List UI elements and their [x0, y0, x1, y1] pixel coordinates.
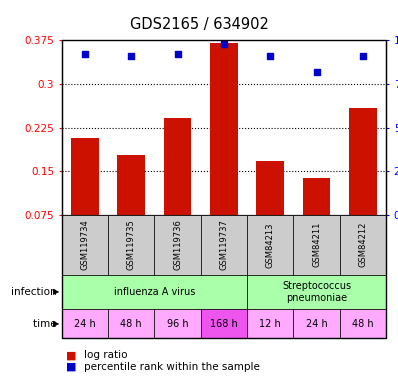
Text: 48 h: 48 h — [120, 318, 142, 329]
Bar — [302, 178, 330, 215]
Text: 24 h: 24 h — [306, 318, 328, 329]
Text: influenza A virus: influenza A virus — [114, 287, 195, 297]
Bar — [164, 118, 191, 215]
Text: GSM84211: GSM84211 — [312, 222, 321, 268]
Bar — [349, 108, 377, 215]
Text: Streptococcus
pneumoniae: Streptococcus pneumoniae — [282, 281, 351, 303]
Point — [360, 53, 366, 59]
Text: 12 h: 12 h — [259, 318, 281, 329]
Bar — [256, 161, 284, 215]
Text: GSM119736: GSM119736 — [173, 219, 182, 270]
Text: GSM84212: GSM84212 — [358, 222, 367, 268]
Point — [82, 51, 88, 57]
Text: GSM119735: GSM119735 — [127, 219, 136, 270]
Text: 24 h: 24 h — [74, 318, 96, 329]
Text: log ratio: log ratio — [84, 350, 127, 360]
Text: ▶: ▶ — [53, 319, 60, 328]
Text: ■: ■ — [66, 362, 76, 372]
Point — [174, 51, 181, 57]
Point — [267, 53, 273, 59]
Text: 48 h: 48 h — [352, 318, 374, 329]
Text: 168 h: 168 h — [210, 318, 238, 329]
Text: ■: ■ — [66, 350, 76, 360]
Text: 96 h: 96 h — [167, 318, 188, 329]
Text: GDS2165 / 634902: GDS2165 / 634902 — [130, 17, 268, 32]
Text: percentile rank within the sample: percentile rank within the sample — [84, 362, 259, 372]
Point — [128, 53, 135, 59]
Bar — [71, 137, 99, 215]
Text: ▶: ▶ — [53, 287, 60, 296]
Bar — [210, 43, 238, 215]
Text: infection: infection — [11, 287, 60, 297]
Bar — [117, 155, 145, 215]
Text: GSM119734: GSM119734 — [80, 219, 90, 270]
Text: GSM84213: GSM84213 — [266, 222, 275, 268]
Text: time: time — [33, 318, 60, 329]
Point — [220, 41, 227, 47]
Text: GSM119737: GSM119737 — [219, 219, 228, 270]
Point — [313, 69, 320, 75]
